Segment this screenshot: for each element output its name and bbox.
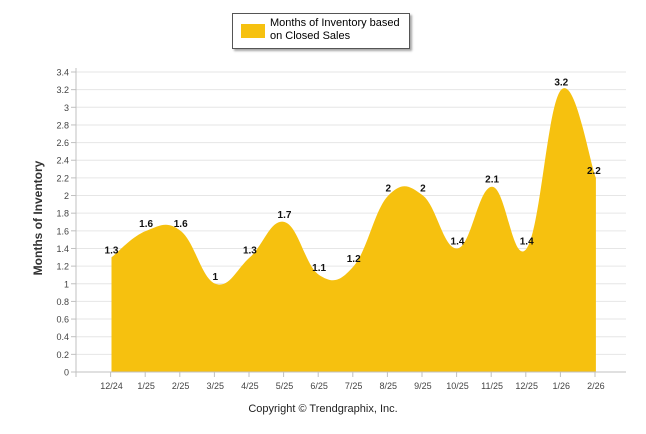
x-tick-label: 2/26 [587, 381, 605, 391]
y-tick-label: 2.6 [56, 138, 69, 148]
x-tick-label: 10/25 [446, 381, 469, 391]
y-tick-label: 3.4 [56, 68, 69, 78]
data-labels: 1.3 1.6 1.6 1 1.3 1.7 1.1 1.2 2 2 1.4 2.1 1.4 3.2 2.2 [105, 78, 602, 283]
legend-label: Months of Inventory based on Closed Sale… [270, 17, 400, 42]
x-tick-label: 12/25 [515, 381, 538, 391]
y-tick-label: 1.8 [56, 209, 69, 219]
x-tick-label: 3/25 [207, 381, 225, 391]
y-tick-label: 0 [64, 368, 69, 378]
data-label: 1.7 [278, 210, 292, 221]
legend: Months of Inventory based on Closed Sale… [232, 13, 410, 49]
data-label: 2.1 [485, 175, 499, 186]
data-label: 1.4 [520, 236, 534, 247]
y-axis-ticks: 0 0.2 0.4 0.6 0.8 1 1.2 1.4 1.6 1.8 2 2.2 2.4 2.6 2.8 3… [56, 68, 76, 378]
x-tick-label: 1/25 [137, 381, 155, 391]
y-tick-label: 3.2 [56, 85, 69, 95]
x-tick-label: 2/25 [172, 381, 190, 391]
y-tick-label: 1 [64, 279, 69, 289]
y-tick-label: 0.6 [56, 315, 69, 325]
x-tick-label: 6/25 [310, 381, 328, 391]
data-label: 1.1 [312, 263, 326, 274]
data-label: 1.3 [105, 245, 119, 256]
y-tick-label: 0.4 [56, 332, 69, 342]
x-tick-label: 9/25 [414, 381, 432, 391]
data-label: 1.2 [347, 254, 361, 265]
copyright-text: Copyright © Trendgraphix, Inc. [248, 403, 398, 415]
x-tick-label: 7/25 [345, 381, 363, 391]
x-tick-label: 12/24 [100, 381, 123, 391]
axes [75, 68, 626, 373]
y-tick-label: 3 [64, 103, 69, 113]
y-tick-label: 2.2 [56, 173, 69, 183]
y-tick-label: 2 [64, 191, 69, 201]
legend-swatch [241, 24, 265, 38]
data-label: 1.6 [174, 219, 188, 230]
y-tick-label: 2.8 [56, 120, 69, 130]
area-series [111, 88, 596, 372]
y-tick-label: 0.2 [56, 350, 69, 360]
y-tick-label: 1.4 [56, 244, 69, 254]
y-tick-label: 1.6 [56, 226, 69, 236]
y-tick-label: 2.4 [56, 156, 69, 166]
x-axis-ticks: 12/24 1/25 2/25 3/25 4/25 5/25 6/25 7/25 8/25 9/2… [75, 372, 605, 391]
data-label: 2 [386, 184, 392, 195]
x-tick-label: 1/26 [553, 381, 571, 391]
x-tick-label: 8/25 [380, 381, 398, 391]
data-label: 1 [213, 272, 219, 283]
x-tick-label: 5/25 [276, 381, 294, 391]
y-axis-title: Months of Inventory [31, 160, 45, 276]
x-tick-label: 4/25 [241, 381, 259, 391]
data-label: 3.2 [554, 78, 568, 89]
y-tick-label: 0.8 [56, 297, 69, 307]
x-tick-label: 11/25 [481, 381, 503, 391]
data-label: 2 [420, 184, 426, 195]
data-label: 1.6 [139, 219, 153, 230]
data-label: 2.2 [587, 166, 601, 177]
data-label: 1.3 [243, 245, 257, 256]
data-label: 1.4 [451, 236, 465, 247]
y-tick-label: 1.2 [56, 262, 69, 272]
